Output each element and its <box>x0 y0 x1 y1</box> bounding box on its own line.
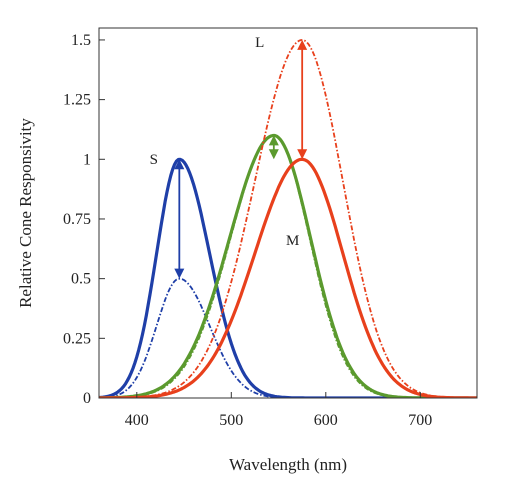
y-tick-label: 0.5 <box>71 271 91 288</box>
x-tick-label: 600 <box>314 412 338 429</box>
arrow-head <box>297 39 308 50</box>
x-tick-label: 700 <box>408 412 432 429</box>
plot-frame <box>98 27 478 399</box>
series-line-l-dashed <box>99 39 477 398</box>
series-curves <box>99 39 477 398</box>
curve-label-s: S <box>150 152 158 168</box>
series-line-s-dashed <box>99 277 477 398</box>
y-tick-label: 1.25 <box>63 92 91 109</box>
x-tick-label: 400 <box>125 412 149 429</box>
curve-labels: S L M <box>150 35 300 249</box>
arrow-head <box>174 268 185 279</box>
arrow-head <box>268 135 279 146</box>
y-tick-label: 0.25 <box>63 330 91 347</box>
x-axis-title: Wavelength (nm) <box>229 455 347 474</box>
series-line-l-solid <box>99 157 477 398</box>
y-tick-label: 1.5 <box>71 32 91 49</box>
curve-label-l: L <box>255 35 264 51</box>
series-line-m-dashed <box>99 134 477 398</box>
y-tick-label: 1 <box>83 151 91 168</box>
y-tick-label: 0 <box>83 390 91 407</box>
arrow-head <box>297 149 308 160</box>
arrow-head <box>174 159 185 170</box>
y-tick-label: 0.75 <box>63 211 91 228</box>
series-line-s-solid <box>99 157 477 398</box>
x-tick-label: 500 <box>219 412 243 429</box>
curve-label-m: M <box>286 233 299 249</box>
y-axis-title: Relative Cone Responsivity <box>16 118 35 308</box>
change-arrows <box>174 39 308 279</box>
axis-ticks: 400 500 600 700 0 0.25 0.5 0.75 1 1.25 1.5 <box>63 32 432 429</box>
arrow-head <box>268 149 279 160</box>
